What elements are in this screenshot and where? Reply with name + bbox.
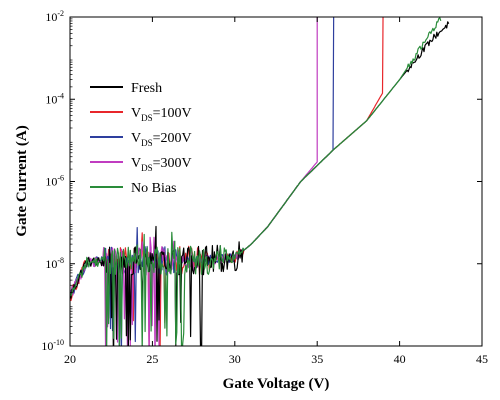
legend-label: VDS=300V bbox=[131, 156, 192, 173]
legend-label: VDS=100V bbox=[131, 106, 192, 123]
legend-label: VDS=200V bbox=[131, 131, 192, 148]
y-tick-label: 10-8 bbox=[45, 256, 64, 271]
y-tick-label: 10-2 bbox=[45, 9, 64, 24]
legend: Fresh VDS=100V VDS=200V VDS=300V No Bias bbox=[90, 81, 192, 196]
y-tick-label: 10-10 bbox=[41, 338, 64, 353]
y-axis-title: Gate Current (A) bbox=[14, 125, 30, 236]
x-tick-label: 25 bbox=[146, 352, 158, 366]
legend-label: Fresh bbox=[131, 81, 162, 96]
x-tick-label: 30 bbox=[229, 352, 241, 366]
y-tick-label: 10-4 bbox=[45, 91, 64, 106]
x-tick-label: 40 bbox=[394, 352, 406, 366]
ticks-layer: 20 25 30 35 40 45 10-2 10-4 10-6 10-8 10-10 bbox=[41, 9, 488, 366]
series-line-0 bbox=[70, 21, 450, 346]
x-tick-label: 20 bbox=[64, 352, 76, 366]
legend-label: No Bias bbox=[131, 181, 177, 196]
y-tick-label: 10-6 bbox=[45, 174, 64, 189]
series-line-4 bbox=[70, 17, 442, 346]
series-layer bbox=[70, 17, 450, 346]
x-axis-title: Gate Voltage (V) bbox=[223, 376, 330, 392]
x-tick-label: 35 bbox=[311, 352, 323, 366]
x-tick-label: 45 bbox=[476, 352, 488, 366]
